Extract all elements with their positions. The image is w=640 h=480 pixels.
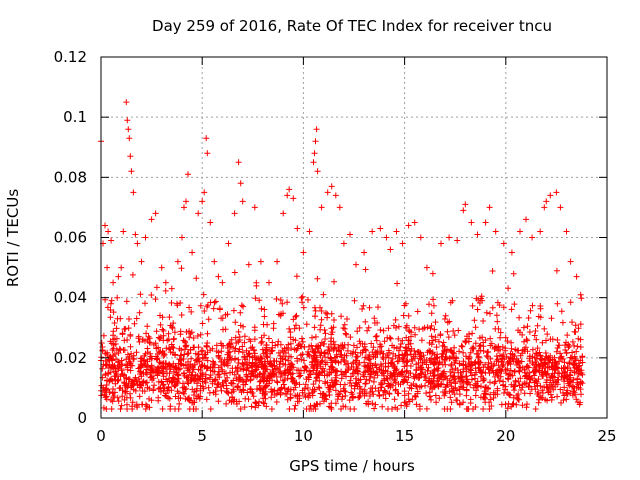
y-tick-label: 0.1 [63, 108, 87, 126]
x-axis-label: GPS time / hours [289, 457, 415, 475]
x-tick-label: 20 [496, 427, 515, 445]
y-axis-ticks: 0 0.02 0.04 0.06 0.08 0.1 0.12 [54, 48, 607, 427]
grid-lines [101, 57, 607, 418]
x-tick-label: 25 [597, 427, 616, 445]
y-tick-label: 0 [77, 409, 87, 427]
y-tick-label: 0.08 [54, 168, 87, 186]
y-tick-label: 0.12 [54, 48, 87, 66]
x-tick-label: 5 [197, 427, 207, 445]
roti-series-points [98, 99, 586, 412]
y-tick-label: 0.06 [54, 229, 87, 247]
y-tick-label: 0.04 [54, 289, 87, 307]
chart-title: Day 259 of 2016, Rate Of TEC Index for r… [152, 17, 552, 35]
data-points [98, 99, 586, 412]
x-tick-label: 0 [96, 427, 106, 445]
x-tick-label: 15 [395, 427, 414, 445]
x-tick-label: 10 [294, 427, 313, 445]
y-axis-label: ROTI / TECUs [4, 189, 22, 287]
x-axis-ticks: 0 5 10 15 20 25 [96, 57, 617, 445]
y-tick-label: 0.02 [54, 349, 87, 367]
